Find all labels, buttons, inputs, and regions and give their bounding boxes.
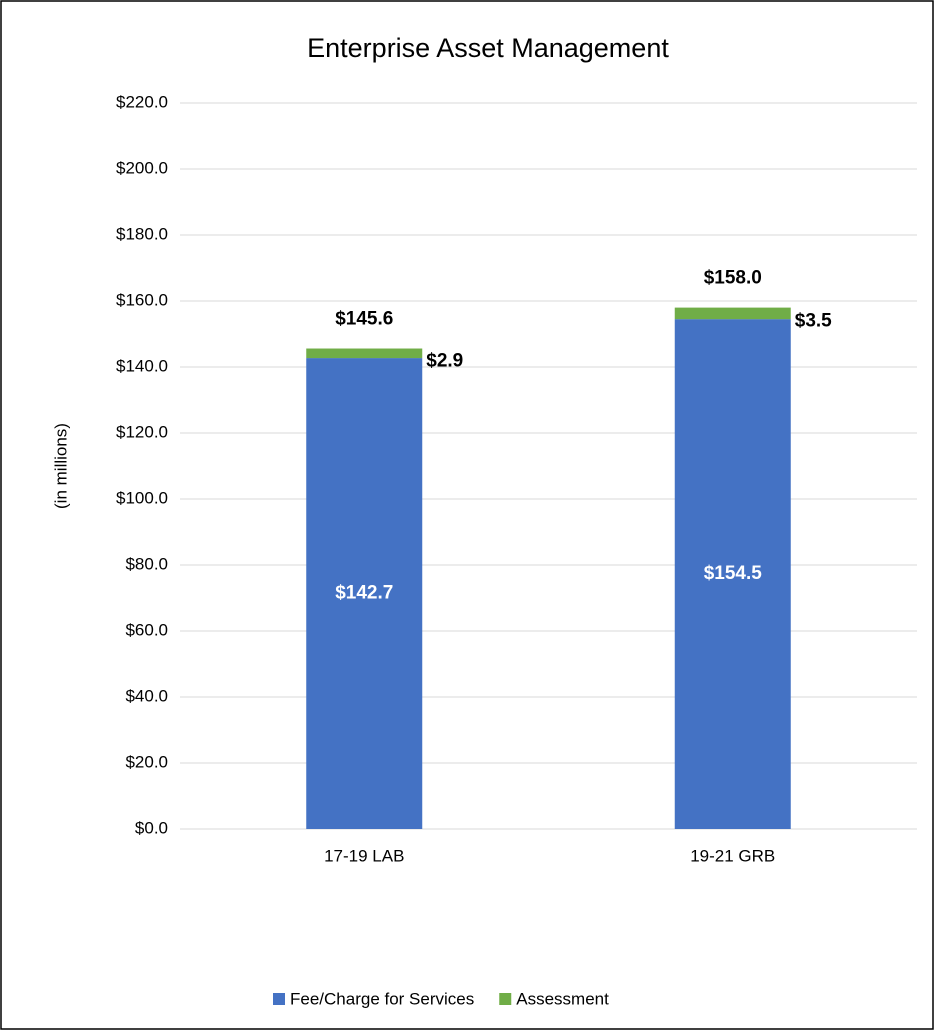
y-tick-label: $160.0 — [116, 290, 168, 309]
legend-label: Assessment — [516, 989, 609, 1008]
y-tick-label: $140.0 — [116, 356, 168, 375]
value-label: $2.9 — [426, 350, 463, 371]
value-label: $3.5 — [795, 310, 832, 331]
legend-label: Fee/Charge for Services — [290, 989, 474, 1008]
bar-segment — [674, 319, 791, 829]
chart-title: Enterprise Asset Management — [307, 33, 669, 63]
legend-swatch — [273, 993, 285, 1005]
bar-segment — [306, 358, 423, 829]
y-tick-label: $180.0 — [116, 224, 168, 243]
bar-segment — [306, 348, 423, 359]
total-label: $158.0 — [704, 268, 762, 289]
bar-segment — [674, 307, 791, 320]
total-label: $145.6 — [335, 309, 393, 330]
y-tick-label: $40.0 — [125, 686, 168, 705]
y-axis-label: (in millions) — [51, 423, 70, 509]
y-tick-label: $220.0 — [116, 92, 168, 111]
legend-swatch — [499, 993, 512, 1005]
y-tick-label: $0.0 — [135, 818, 168, 837]
y-tick-label: $20.0 — [125, 752, 168, 771]
y-tick-label: $60.0 — [125, 620, 168, 639]
y-tick-label: $200.0 — [116, 158, 168, 177]
y-tick-label: $120.0 — [116, 422, 168, 441]
value-label: $154.5 — [704, 563, 763, 584]
y-tick-label: $80.0 — [125, 554, 168, 573]
x-tick-label: 17-19 LAB — [324, 846, 404, 865]
x-tick-label: 19-21 GRB — [690, 846, 775, 865]
y-tick-label: $100.0 — [116, 488, 168, 507]
value-label: $142.7 — [335, 583, 393, 604]
